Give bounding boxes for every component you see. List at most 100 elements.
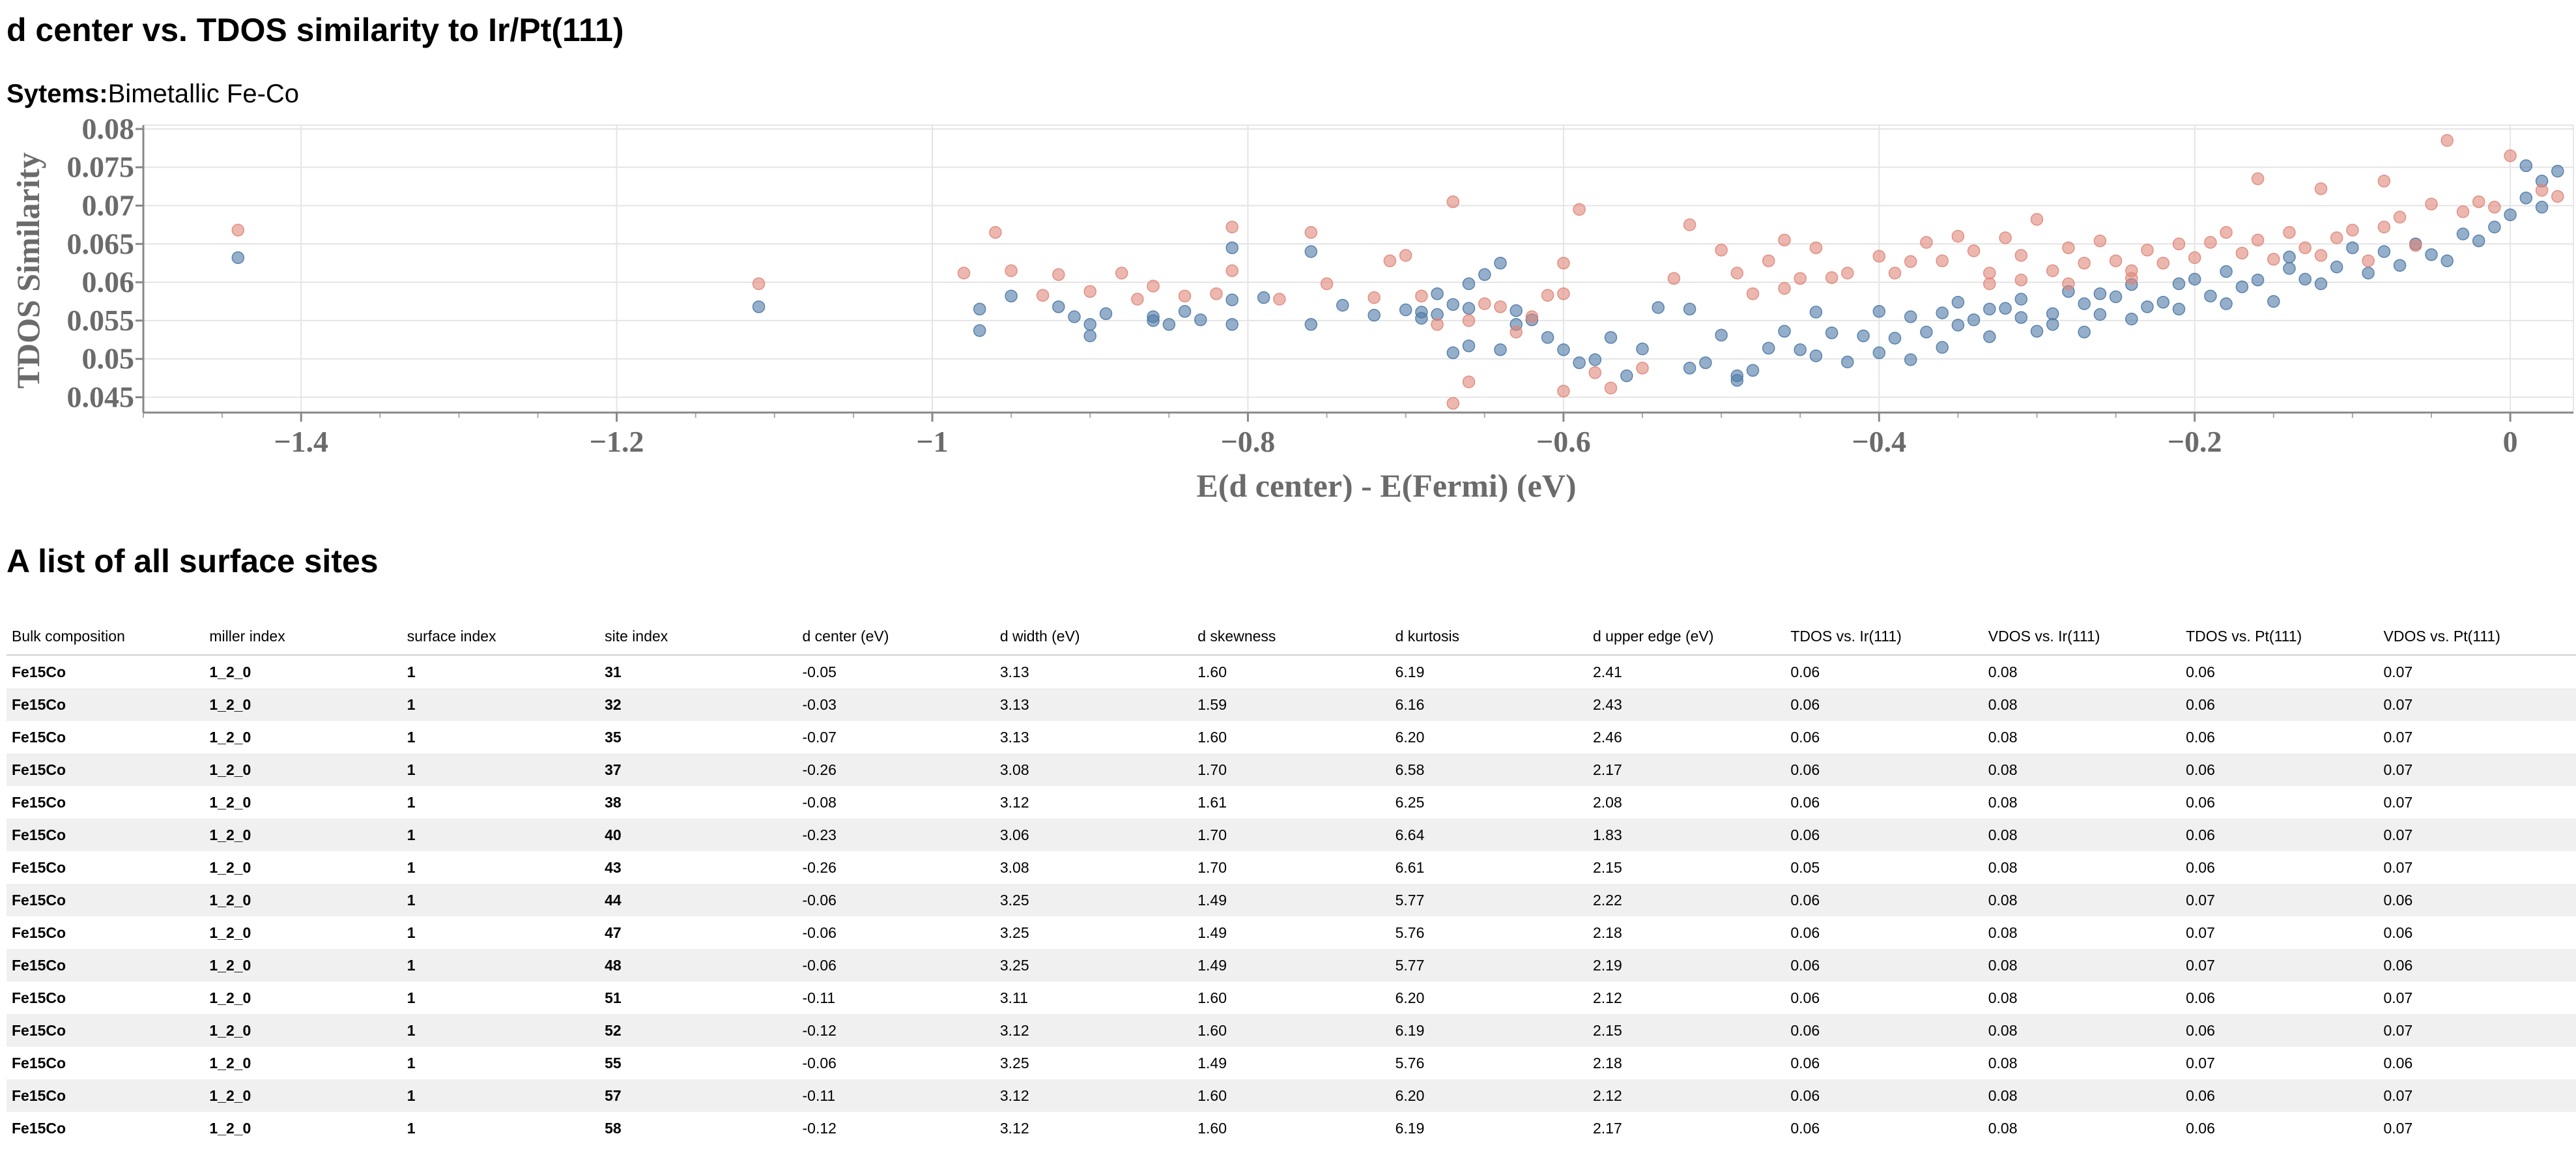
data-point: [2204, 236, 2217, 249]
column-header[interactable]: site index: [599, 618, 797, 656]
x-tick-label: 0: [2503, 425, 2518, 458]
data-point: [2109, 290, 2123, 304]
data-point: [1683, 218, 1696, 231]
table-cell: 0.06: [2181, 1014, 2379, 1047]
data-point: [1904, 255, 1917, 269]
data-point: [957, 267, 971, 280]
data-point: [231, 251, 245, 265]
column-header[interactable]: d skewness: [1192, 618, 1390, 656]
data-point: [1005, 264, 1018, 278]
table-header-row: Bulk composition miller index surface inde…: [7, 618, 2576, 656]
table-row: Fe15Co 1_2_0 1 40 -0.23 3.06 1.70 6.64 1.83 0.06 0…: [7, 819, 2576, 851]
table-cell: 1.60: [1197, 728, 1227, 746]
data-point: [2330, 231, 2343, 244]
y-tick-label: 0.07: [82, 188, 135, 222]
data-point: [2535, 184, 2549, 197]
table-cell: 1.70: [1192, 819, 1390, 851]
data-point: [1699, 356, 1712, 370]
data-point: [2472, 195, 2485, 209]
data-point: [973, 324, 986, 337]
y-axis-label: TDOS Similarity: [10, 153, 46, 389]
table-cell: 0.06: [1790, 1119, 1820, 1137]
table-cell: 0.06: [2378, 949, 2576, 982]
data-point: [2551, 164, 2564, 178]
table-cell: 52: [599, 1014, 797, 1047]
table-cell: 6.16: [1390, 688, 1588, 721]
data-point: [1825, 326, 1839, 340]
table-cell: 0.07: [2378, 753, 2576, 786]
scatter-chart: −1.4 −1.2 −1 −0.8 −0.6 −0.4 −0.2 0 0.045 0.05 0.05…: [10, 112, 2574, 504]
table-cell: -0.23: [797, 819, 995, 851]
data-point: [1557, 343, 1570, 357]
data-point: [2456, 205, 2470, 218]
column-header[interactable]: d upper edge (eV): [1588, 618, 1786, 656]
data-point: [1746, 287, 1760, 300]
table-cell: 1_2_0: [204, 1079, 402, 1112]
data-point: [2409, 239, 2422, 252]
table-cell: 3.08: [999, 858, 1029, 876]
table-cell: 0.07: [2181, 884, 2379, 916]
column-header[interactable]: VDOS vs. Ir(111): [1982, 618, 2181, 656]
table-cell: 1_2_0: [209, 1119, 251, 1137]
data-point: [2377, 245, 2391, 258]
data-point: [2425, 197, 2438, 211]
table-cell: -0.03: [797, 688, 995, 721]
x-tick-label: −0.2: [2168, 425, 2222, 458]
data-point: [2314, 249, 2328, 262]
data-point: [2078, 325, 2091, 339]
table-cell: 55: [605, 1054, 622, 1071]
data-point: [1983, 277, 1996, 291]
column-header[interactable]: TDOS vs. Ir(111): [1785, 618, 1983, 656]
table-row: Fe15Co 1_2_0 1 51 -0.11 3.11 1.60 6.20 2.12 0.06 0…: [7, 982, 2576, 1014]
y-tick-label: 0.06: [82, 265, 135, 299]
column-header[interactable]: d center (eV): [797, 618, 995, 656]
data-point: [1778, 282, 1791, 295]
data-point: [1336, 299, 1349, 312]
column-header[interactable]: d width (eV): [994, 618, 1193, 656]
table-cell: 0.05: [1790, 858, 1820, 876]
table-cell: 2.43: [1588, 688, 1786, 721]
surface-sites-table: Bulk composition miller index surface inde…: [7, 618, 2576, 1144]
data-point: [2109, 254, 2123, 267]
table-cell: 1: [401, 1014, 600, 1047]
table-cell: 1_2_0: [204, 1014, 402, 1047]
table-row: Fe15Co 1_2_0 1 55 -0.06 3.25 1.49 5.76 2.18 0.06 0…: [7, 1047, 2576, 1079]
table-cell: 2.19: [1588, 949, 1786, 982]
table-cell: 0.07: [2378, 688, 2576, 721]
data-point: [2425, 248, 2438, 261]
column-header[interactable]: miller index: [204, 618, 402, 656]
table-cell: 1: [407, 728, 416, 746]
data-point: [1762, 342, 1775, 355]
table-row: Fe15Co 1_2_0 1 44 -0.06 3.25 1.49 5.77 2.22 0.06 0…: [7, 884, 2576, 916]
data-point: [1510, 304, 1523, 317]
table-cell: 0.06: [2186, 793, 2215, 811]
table-cell: 3.12: [999, 793, 1029, 811]
data-point: [973, 302, 986, 315]
column-header[interactable]: Bulk composition: [7, 618, 205, 656]
data-point: [1794, 343, 1807, 357]
data-point: [2046, 318, 2059, 331]
data-point: [1604, 381, 1618, 395]
data-point: [1273, 293, 1286, 306]
column-header[interactable]: TDOS vs. Pt(111): [2181, 618, 2379, 656]
table-cell: 1.70: [1192, 753, 1390, 786]
data-point: [1936, 306, 1949, 319]
table-cell: 2.18: [1593, 1054, 1622, 1071]
table-cell: 0.06: [2383, 924, 2413, 941]
data-point: [1494, 343, 1507, 357]
data-point: [2267, 253, 2280, 266]
table-cell: 0.06: [1790, 663, 1820, 680]
data-point: [1983, 267, 1996, 280]
table-cell: Fe15Co: [7, 753, 205, 786]
table-cell: -0.11: [802, 989, 836, 1006]
column-header[interactable]: d kurtosis: [1390, 618, 1588, 656]
table-cell: 0.06: [1785, 884, 1983, 916]
data-point: [2377, 220, 2391, 234]
column-header[interactable]: surface index: [401, 618, 600, 656]
data-point: [1178, 305, 1192, 318]
data-point: [2519, 191, 2533, 205]
column-header[interactable]: VDOS vs. Pt(111): [2378, 618, 2576, 656]
data-point: [2093, 234, 2107, 248]
data-point: [1083, 318, 1096, 331]
data-point: [2251, 233, 2265, 247]
